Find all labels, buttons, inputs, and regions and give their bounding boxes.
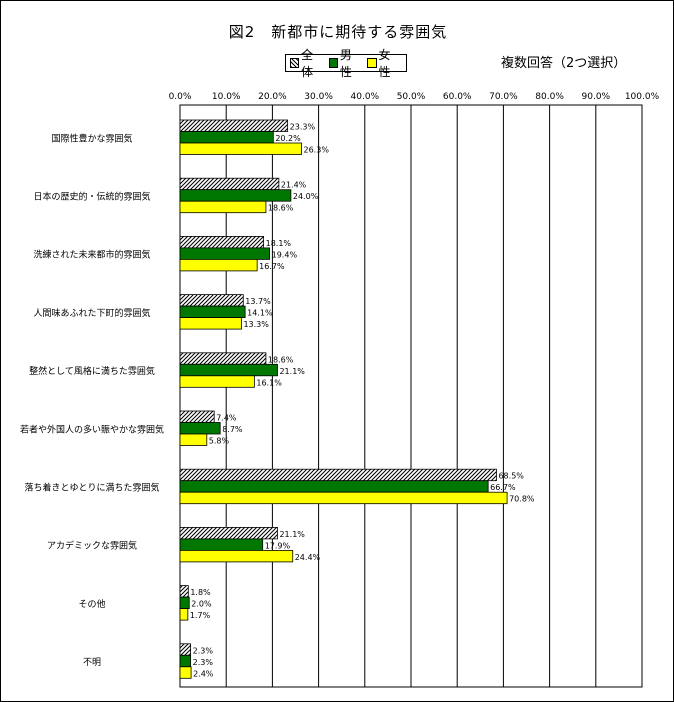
bar-female bbox=[179, 550, 294, 563]
data-label: 24.0% bbox=[293, 192, 319, 201]
bar-all bbox=[179, 585, 189, 598]
data-label: 1.8% bbox=[190, 588, 211, 597]
x-tick-label: 70.0% bbox=[489, 92, 518, 102]
data-label: 1.7% bbox=[190, 611, 211, 620]
data-label: 16.7% bbox=[259, 262, 285, 271]
data-label: 26.3% bbox=[304, 146, 330, 155]
data-label: 2.3% bbox=[193, 646, 214, 655]
bar-male bbox=[179, 131, 274, 144]
chart-title: 図2 新都市に期待する雰囲気 bbox=[228, 23, 448, 41]
legend-item-all: 全体 bbox=[290, 46, 323, 80]
data-label: 18.6% bbox=[268, 204, 294, 213]
data-label: 21.1% bbox=[279, 367, 305, 376]
data-label: 2.0% bbox=[191, 600, 212, 609]
data-label: 13.3% bbox=[243, 320, 269, 329]
bar-male bbox=[179, 363, 278, 377]
data-label: 66.7% bbox=[490, 483, 516, 492]
x-tick-label: 90.0% bbox=[582, 92, 611, 102]
bar-male bbox=[179, 538, 264, 551]
data-label: 13.7% bbox=[245, 297, 271, 306]
data-label: 7.4% bbox=[216, 414, 237, 423]
data-label: 68.5% bbox=[498, 472, 524, 481]
bar-all bbox=[179, 294, 244, 307]
data-label: 20.2% bbox=[275, 134, 301, 143]
bar-male bbox=[179, 305, 246, 319]
data-label: 2.3% bbox=[193, 658, 214, 667]
data-label: 8.7% bbox=[222, 425, 243, 434]
category-label: 日本の歴史的・伝統的雰囲気 bbox=[33, 190, 150, 202]
data-label: 70.8% bbox=[509, 495, 535, 504]
bar-female bbox=[179, 258, 258, 272]
data-label: 21.4% bbox=[281, 181, 307, 190]
bar-male bbox=[179, 480, 489, 493]
category-label: 人間味あふれた下町的雰囲気 bbox=[33, 307, 150, 319]
legend-label-female: 女性 bbox=[378, 48, 391, 79]
category-label: その他 bbox=[78, 598, 105, 610]
bar-female bbox=[179, 375, 255, 388]
bar-all bbox=[179, 643, 192, 656]
bar-female bbox=[179, 608, 189, 621]
legend-swatch-male bbox=[328, 58, 338, 68]
bar-all bbox=[179, 235, 265, 249]
data-label: 24.4% bbox=[295, 553, 321, 562]
data-label: 16.1% bbox=[256, 378, 282, 387]
category-label: アカデミックな雰囲気 bbox=[47, 540, 137, 552]
category-label: 整然として風格に満ちた雰囲気 bbox=[29, 365, 155, 377]
data-label: 14.1% bbox=[247, 309, 273, 318]
x-tick-label: 80.0% bbox=[535, 92, 564, 102]
data-label: 18.1% bbox=[266, 239, 292, 248]
bar-male bbox=[179, 596, 190, 609]
bar-male bbox=[179, 422, 221, 435]
category-label: 不明 bbox=[83, 657, 101, 668]
data-label: 17.9% bbox=[265, 541, 291, 550]
x-tick-label: 40.0% bbox=[351, 92, 380, 102]
legend-item-male: 男性 bbox=[328, 46, 362, 80]
bar-all bbox=[179, 410, 215, 423]
legend-label-male: 男性 bbox=[339, 48, 352, 79]
bar-female bbox=[179, 142, 302, 155]
data-label: 2.4% bbox=[193, 669, 214, 678]
chart-note: 複数回答（2つ選択） bbox=[501, 56, 627, 71]
bar-female bbox=[179, 433, 208, 446]
x-tick-label: 100.0% bbox=[625, 92, 660, 102]
x-tick-label: 30.0% bbox=[304, 92, 333, 102]
bar-male bbox=[179, 189, 292, 202]
x-tick-label: 10.0% bbox=[212, 92, 241, 102]
legend-swatch-female bbox=[367, 58, 377, 68]
legend-label-all: 全体 bbox=[301, 48, 314, 79]
bar-all bbox=[179, 527, 278, 540]
x-tick-label: 60.0% bbox=[443, 92, 472, 102]
category-label: 国際性豊かな雰囲気 bbox=[51, 132, 132, 144]
legend-item-female: 女性 bbox=[367, 46, 400, 80]
data-label: 19.4% bbox=[272, 250, 298, 259]
category-label: 落ち着きとゆとりに満ちた雰囲気 bbox=[24, 481, 159, 493]
bar-female bbox=[179, 317, 242, 330]
data-label: 21.1% bbox=[279, 530, 305, 539]
bar-all bbox=[179, 119, 289, 132]
legend-swatch-all bbox=[290, 58, 300, 68]
bar-all bbox=[179, 352, 267, 365]
bar-all bbox=[179, 177, 280, 191]
data-label: 23.3% bbox=[290, 123, 316, 132]
category-label: 洗練された未来都市的雰囲気 bbox=[33, 249, 150, 261]
bar-female bbox=[179, 200, 267, 214]
x-tick-label: 50.0% bbox=[397, 92, 426, 102]
x-tick-label: 20.0% bbox=[258, 92, 287, 102]
legend: 全体 男性 女性 bbox=[285, 48, 407, 79]
data-label: 5.8% bbox=[209, 437, 230, 446]
bar-male bbox=[179, 654, 192, 668]
bar-female bbox=[179, 666, 192, 679]
bar-male bbox=[179, 247, 271, 260]
bar-female bbox=[179, 491, 508, 505]
x-tick-label: 0.0% bbox=[169, 92, 192, 102]
category-label: 若者や外国人の多い賑やかな雰囲気 bbox=[20, 423, 164, 435]
bar-all bbox=[179, 468, 497, 482]
data-label: 18.6% bbox=[268, 355, 294, 364]
